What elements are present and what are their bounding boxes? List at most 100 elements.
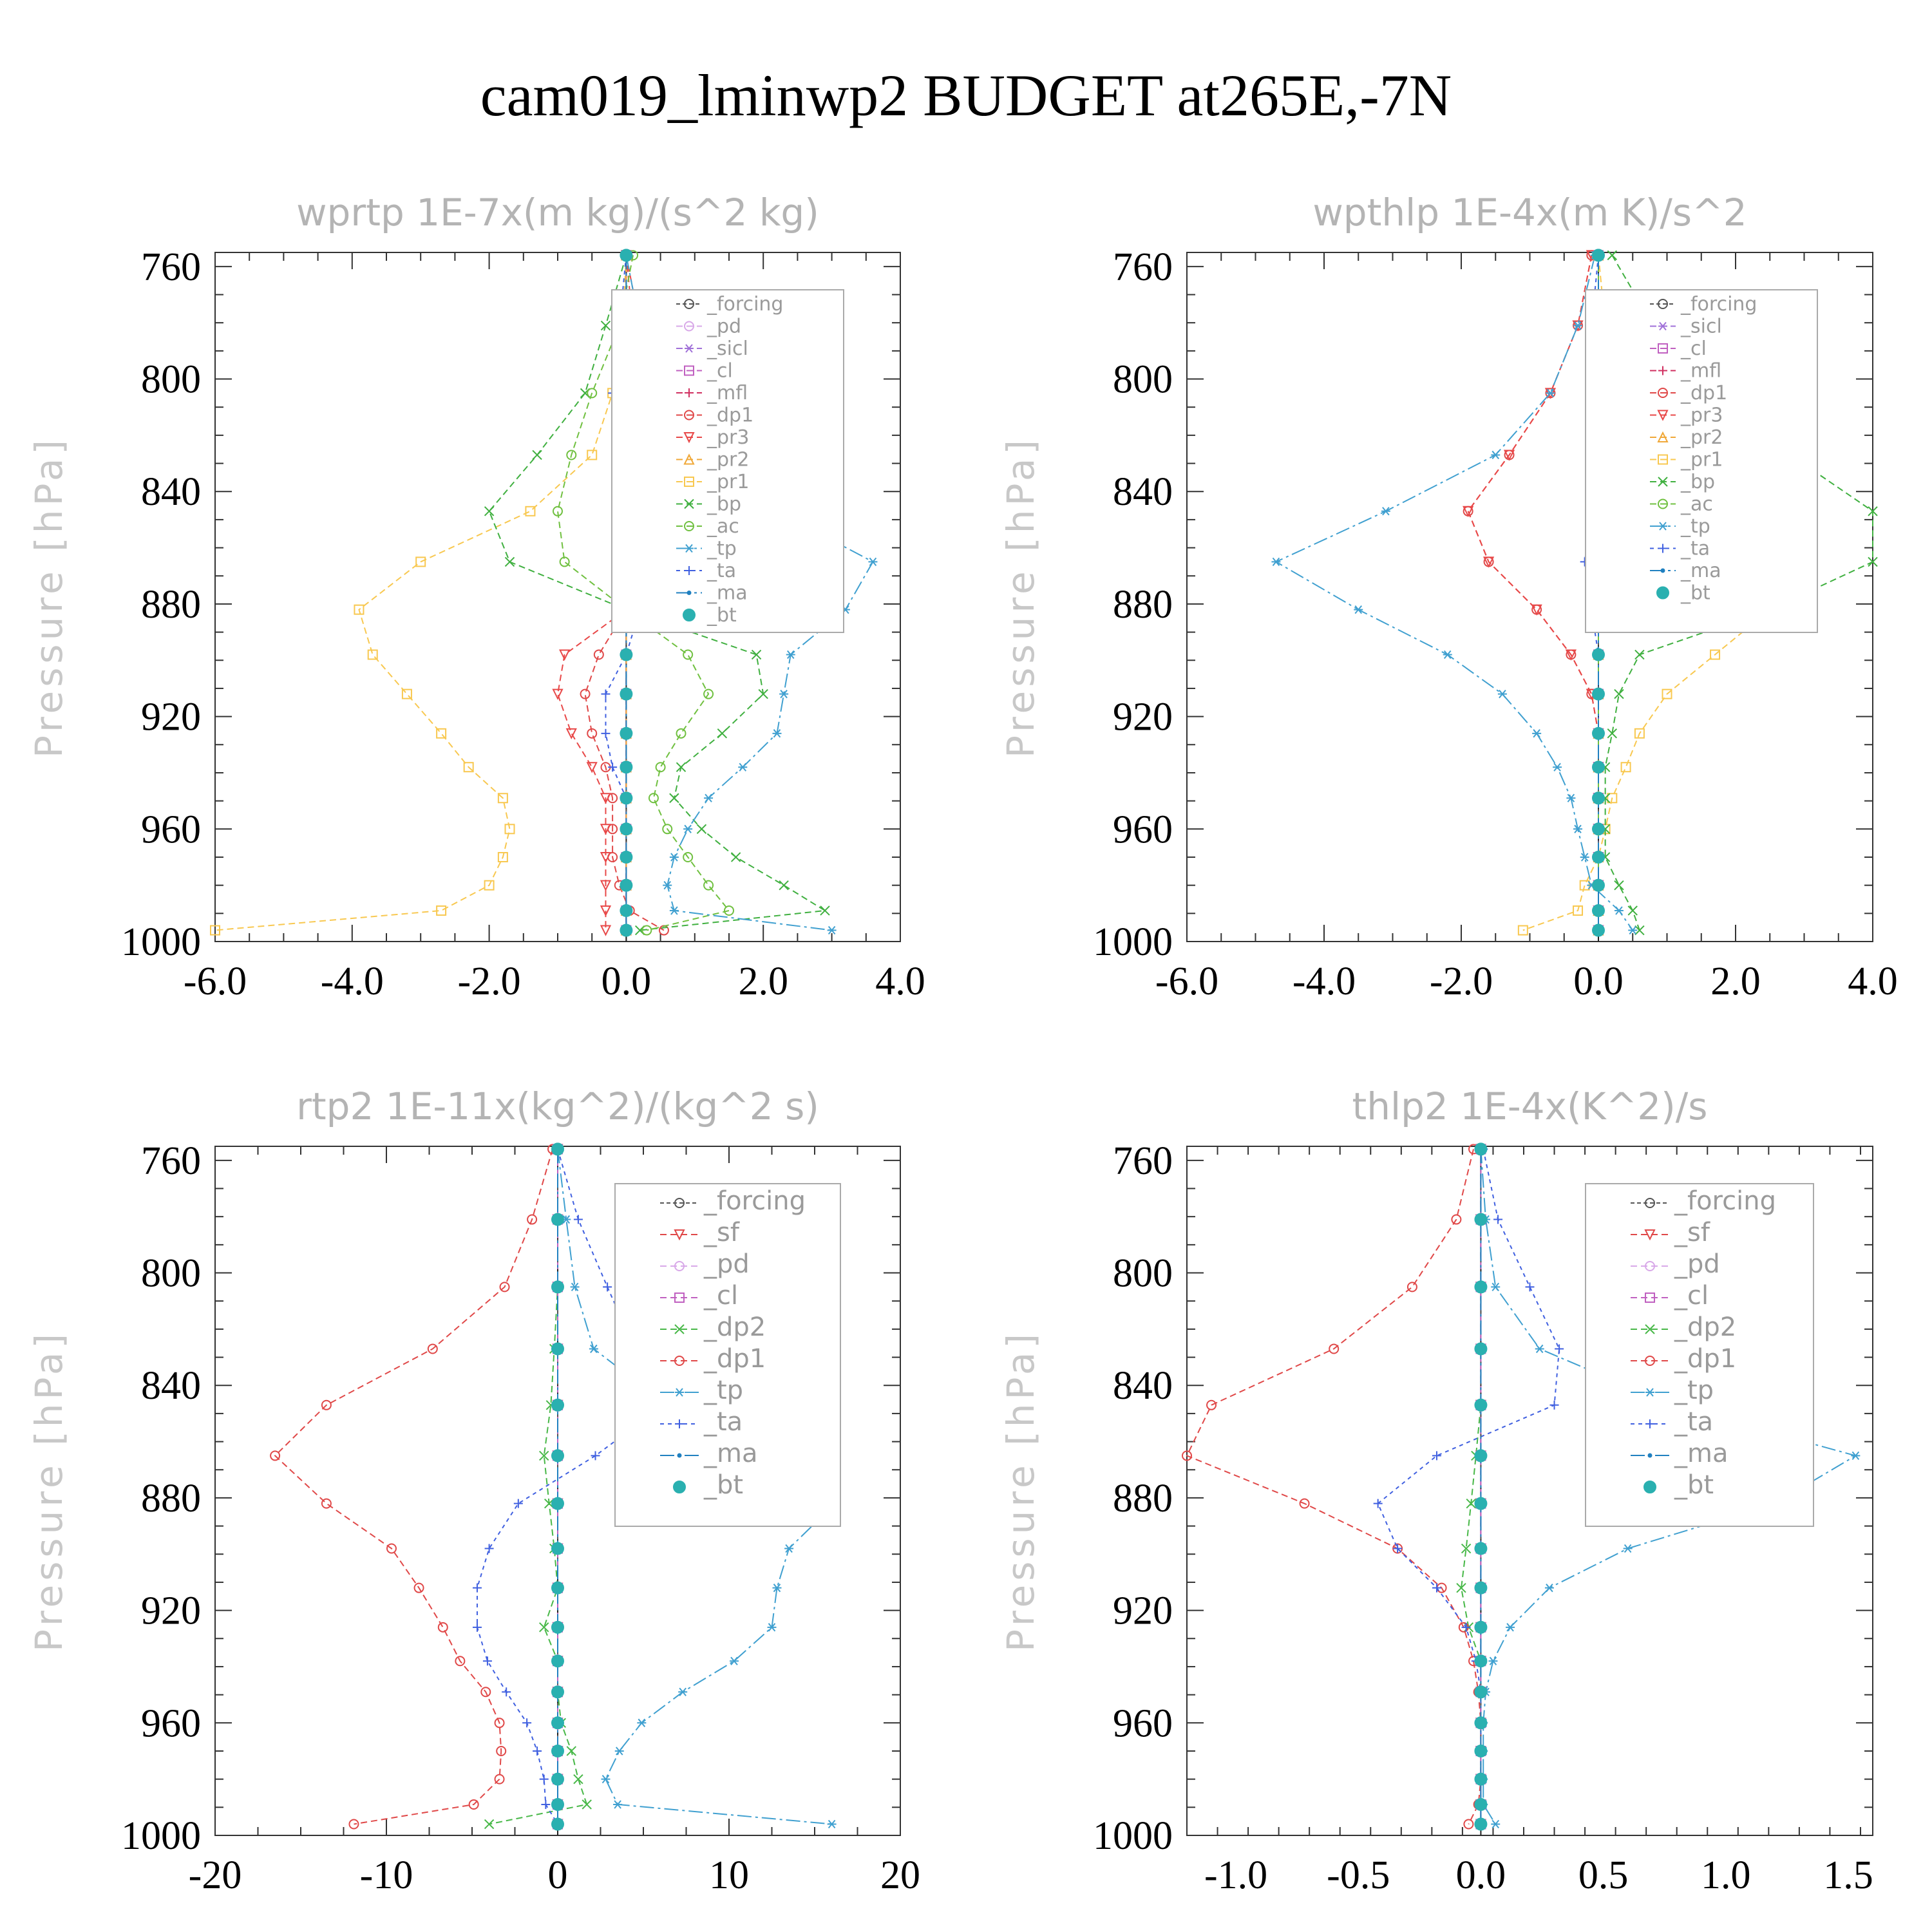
data-point: [1466, 1498, 1476, 1509]
data-point: [551, 1542, 564, 1555]
x-tick-label: 2.0: [738, 960, 788, 1003]
data-point: [685, 344, 694, 353]
data-point: [1497, 690, 1507, 699]
data-point: [674, 1261, 685, 1271]
legend-label: _ta: [1674, 1407, 1713, 1437]
legend-label: _bp: [706, 493, 741, 516]
series-line: [1377, 1149, 1560, 1824]
data-point: [669, 793, 679, 803]
legend-label: _pr2: [706, 449, 749, 471]
data-point: [1658, 498, 1668, 509]
legend-label: _sf: [703, 1218, 740, 1247]
data-point: [468, 1799, 479, 1810]
legend-item: _pd: [1631, 1249, 1720, 1279]
chart-panel: wpthlp 1E-4x(m K)/s^2 Pressure [hPa] 760 80…: [999, 191, 1898, 1003]
x-tick-label: -6.0: [184, 960, 247, 1003]
legend-label: _tp: [703, 1376, 743, 1405]
data-point: [551, 1398, 564, 1412]
data-point: [1573, 321, 1583, 330]
legend-box: [614, 1183, 841, 1527]
legend-box: [1585, 289, 1818, 633]
legend-item: _pd: [676, 316, 741, 338]
data-point: [1580, 853, 1589, 862]
legend-label: _bt: [1680, 582, 1710, 605]
legend-label: _ac: [1680, 493, 1713, 516]
data-point: [1660, 568, 1665, 573]
data-point: [677, 1453, 682, 1458]
x-tick-label: 20: [880, 1853, 920, 1897]
data-point: [620, 648, 633, 661]
data-point: [1491, 450, 1501, 460]
series-line: [556, 255, 730, 931]
legend-item: _pd: [660, 1249, 750, 1279]
data-point: [1531, 604, 1542, 616]
x-tick-label: -4.0: [1293, 960, 1356, 1003]
x-tick-label: 0.0: [1456, 1853, 1506, 1897]
series-dp1: [1463, 250, 1604, 936]
y-tick-label: 920: [1113, 696, 1173, 739]
legend-label: _ma: [1674, 1439, 1728, 1468]
data-point: [1461, 1622, 1471, 1632]
x-tick-label: 0.0: [1573, 960, 1624, 1003]
x-tick-label: -6.0: [1155, 960, 1218, 1003]
legend-item: _mfl: [676, 382, 748, 404]
data-point: [586, 762, 598, 773]
data-point: [1544, 1584, 1554, 1593]
legend-label: _cl: [706, 360, 733, 383]
data-point: [482, 1656, 492, 1666]
legend-item: _dp1: [676, 404, 753, 427]
data-point: [551, 1772, 564, 1786]
data-point: [553, 506, 563, 516]
legend-item: _bp: [1650, 471, 1715, 493]
data-point: [551, 1817, 564, 1831]
data-point: [1658, 343, 1668, 354]
data-point: [1474, 1744, 1488, 1757]
data-point: [683, 609, 696, 621]
legend-item: _pr1: [676, 471, 749, 493]
data-point: [696, 824, 707, 835]
data-point: [1657, 431, 1669, 442]
data-point: [683, 453, 695, 465]
data-point: [674, 1324, 685, 1334]
y-tick-label: 800: [141, 1252, 201, 1296]
legend-label: _forcing: [703, 1186, 806, 1216]
data-point: [1474, 1280, 1488, 1294]
y-tick-label: 920: [141, 696, 201, 739]
data-point: [674, 1229, 685, 1241]
legend-item: _ac: [1650, 493, 1713, 516]
data-point: [499, 1282, 510, 1293]
data-point: [758, 688, 768, 699]
data-point: [1381, 507, 1390, 516]
data-point: [1517, 925, 1528, 936]
y-axis-label: Pressure [hPa]: [27, 1330, 71, 1652]
data-point: [767, 1623, 777, 1632]
data-point: [1634, 925, 1645, 936]
data-point: [620, 249, 633, 262]
series-ta: [472, 1144, 668, 1829]
legend-item: _ma: [676, 582, 748, 605]
chart-title: wpthlp 1E-4x(m K)/s^2: [1312, 191, 1747, 234]
y-tick-label: 760: [1113, 1139, 1173, 1183]
data-point: [504, 556, 515, 567]
y-tick-label: 960: [1113, 1701, 1173, 1745]
data-point: [1851, 1451, 1861, 1461]
legend-label: _tp: [706, 538, 737, 560]
legend-label: _bp: [1680, 471, 1715, 493]
data-point: [494, 1718, 505, 1728]
data-point: [674, 1293, 685, 1303]
data-point: [676, 728, 687, 739]
data-point: [1474, 1342, 1488, 1356]
data-point: [1463, 506, 1474, 518]
data-point: [1474, 1772, 1488, 1786]
legend-item: _ac: [676, 515, 739, 538]
data-point: [683, 851, 694, 862]
x-tick-label: 0: [548, 1853, 568, 1897]
legend-item: _bt: [673, 1470, 743, 1500]
data-point: [685, 388, 694, 397]
legend-label: _dp1: [1680, 382, 1727, 404]
data-point: [551, 1620, 564, 1634]
x-tick-label: 4.0: [1848, 960, 1898, 1003]
legend-label: _tp: [1680, 515, 1710, 538]
data-point: [1488, 1656, 1498, 1665]
data-point: [570, 1282, 580, 1292]
